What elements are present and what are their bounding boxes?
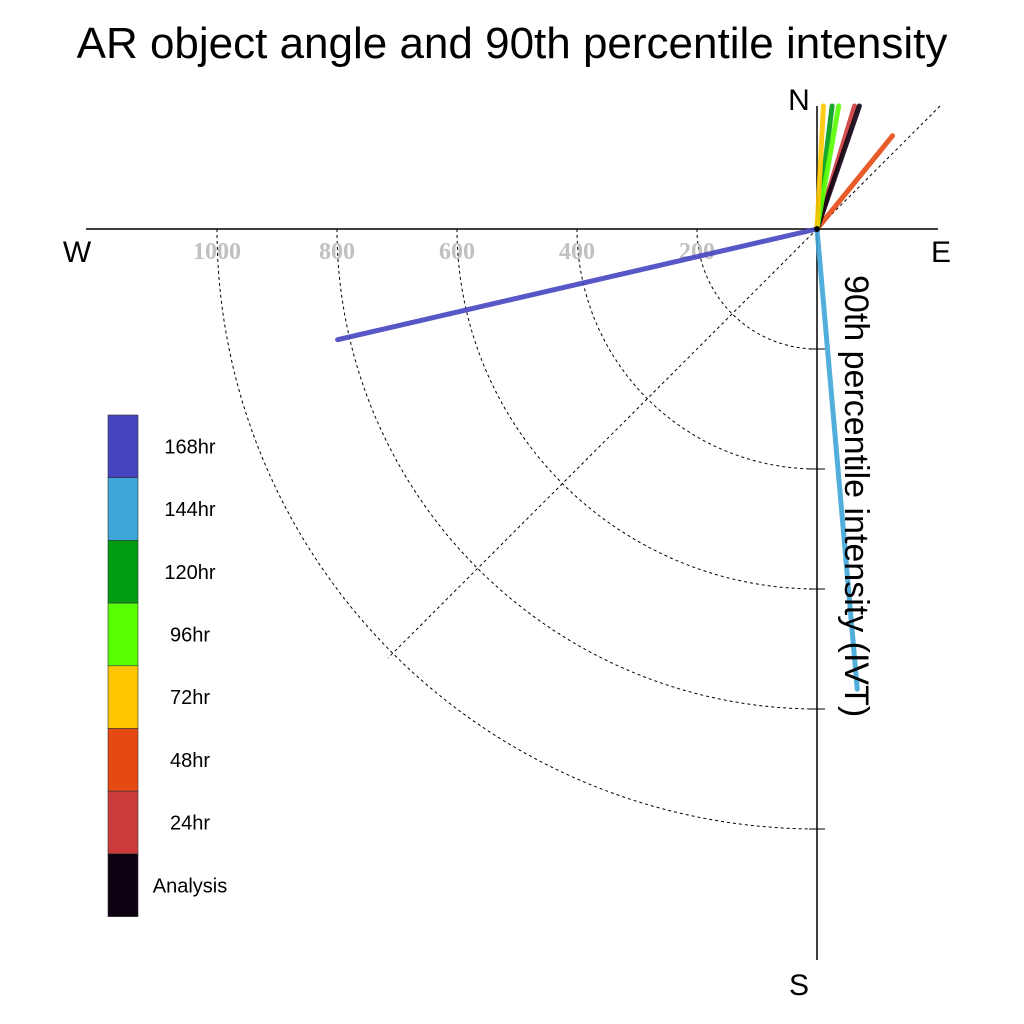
legend-swatch-168hr [107,414,139,479]
legend-swatch-120hr [107,540,139,604]
legend-label-168hr: 168hr [164,436,215,458]
legend-label-24hr: 24hr [170,813,210,835]
legend-swatch-analysis [107,853,139,917]
vector-analysis [814,103,862,232]
legend-swatch-72hr [107,665,139,729]
y-axis-label: 90th percentile intensity (IVT) [837,275,875,717]
legend-label-96hr: 96hr [170,624,210,646]
grid-arc-1000 [216,228,818,830]
legend-label-analysis: Analysis [153,875,227,897]
legend-label-48hr: 48hr [170,750,210,772]
legend-label-144hr: 144hr [164,499,215,521]
legend-swatch-24hr [107,790,139,855]
compass-north: N [788,84,810,117]
legend-label-120hr: 120hr [164,562,215,584]
vector-96hr [814,103,842,232]
vector-48hr [814,133,896,232]
legend-swatch-96hr [107,602,139,667]
legend-swatch-144hr [107,477,139,541]
legend-label-72hr: 72hr [170,687,210,709]
compass-west: W [63,236,92,269]
origin-marker [814,226,820,232]
tick-label-400: 400 [559,239,595,265]
legend: 168hr 144hr 120hr 96hr 72hr 48hr 24hr Analysis [107,414,227,917]
tick-label-600: 600 [439,239,475,265]
diagonal-reference-line [387,105,941,659]
tick-label-1000: 1000 [193,239,241,265]
vector-series [335,103,896,692]
tick-label-800: 800 [319,239,355,265]
vector-168hr [335,226,820,343]
chart-title: AR object angle and 90th percentile inte… [77,19,948,68]
vector-72hr [814,103,826,232]
legend-swatch-48hr [107,728,139,792]
compass-east: E [931,236,951,269]
compass-south: S [789,969,809,1002]
grid-arc-600 [456,228,818,590]
vector-144hr [814,226,860,692]
